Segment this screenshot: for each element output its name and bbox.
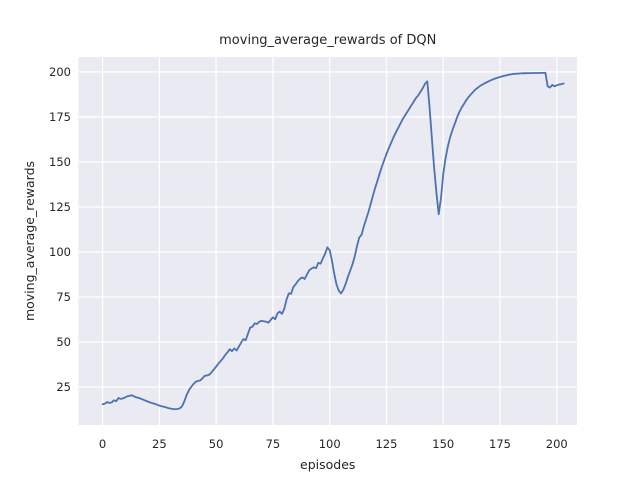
y-axis-ticks: 25 50 75 100 125 150 175 200 [49,65,71,394]
x-tick-label: 25 [152,437,167,451]
x-tick-label: 50 [209,437,224,451]
x-tick-label: 75 [266,437,281,451]
y-axis-label: moving_average_rewards [22,161,37,321]
y-tick-label: 150 [49,155,71,169]
y-tick-label: 125 [49,200,71,214]
dqn-reward-line [101,71,565,411]
x-axis-ticks: 0 25 50 75 100 125 150 175 200 [99,437,568,451]
grid-lines [78,57,577,425]
x-tick-label: 100 [319,437,341,451]
x-axis-label: episodes [300,457,355,472]
y-tick-label: 175 [49,110,71,124]
x-tick-label: 125 [375,437,397,451]
x-tick-label: 0 [99,437,106,451]
x-tick-label: 200 [546,437,568,451]
y-tick-label: 75 [56,290,71,304]
y-tick-label: 50 [56,335,71,349]
plot-area [78,57,577,425]
x-tick-label: 150 [432,437,454,451]
y-tick-label: 100 [49,245,71,259]
x-tick-label: 175 [489,437,511,451]
chart-title: moving_average_rewards of DQN [219,33,436,48]
y-tick-label: 25 [56,380,71,394]
y-tick-label: 200 [49,65,71,79]
